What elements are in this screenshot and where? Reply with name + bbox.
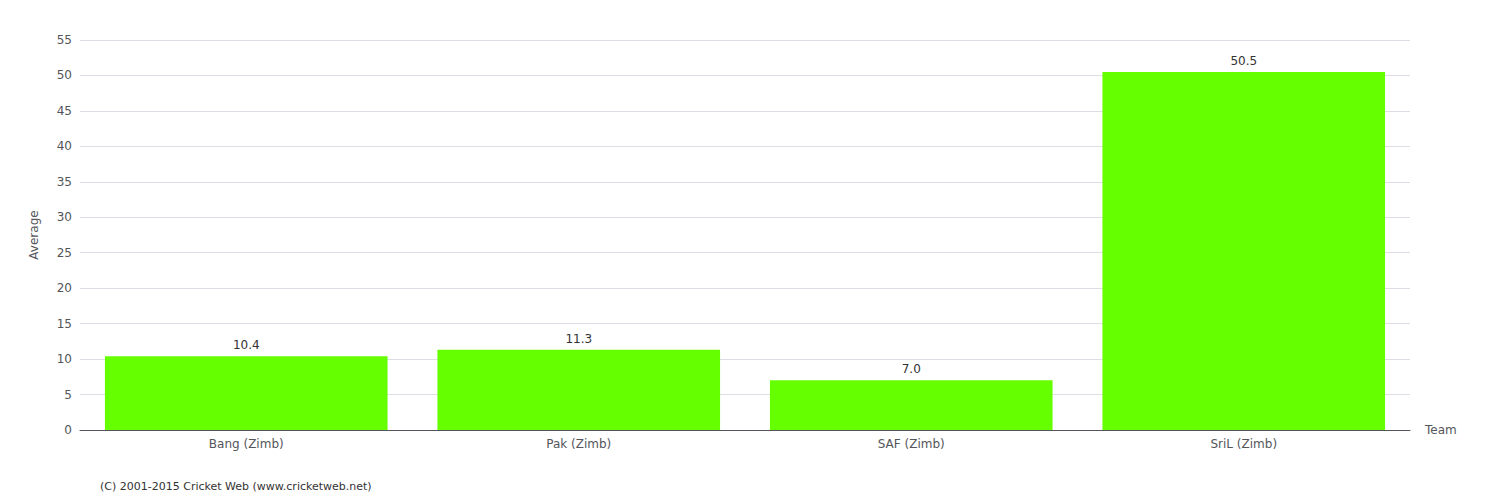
svg-text:0: 0 xyxy=(64,423,72,437)
svg-text:Team: Team xyxy=(1424,423,1457,437)
svg-text:Average: Average xyxy=(27,210,41,259)
svg-text:Pak (Zimb): Pak (Zimb) xyxy=(546,437,611,451)
svg-text:10.4: 10.4 xyxy=(233,338,260,352)
svg-text:SriL (Zimb): SriL (Zimb) xyxy=(1210,437,1277,451)
svg-text:25: 25 xyxy=(57,246,72,260)
svg-text:30: 30 xyxy=(57,210,72,224)
svg-text:10: 10 xyxy=(57,352,72,366)
svg-text:50: 50 xyxy=(57,68,72,82)
svg-text:45: 45 xyxy=(57,104,72,118)
svg-text:40: 40 xyxy=(57,139,72,153)
svg-text:5: 5 xyxy=(64,388,72,402)
svg-text:7.0: 7.0 xyxy=(902,362,921,376)
svg-text:SAF (Zimb): SAF (Zimb) xyxy=(878,437,945,451)
svg-text:55: 55 xyxy=(57,33,72,47)
svg-text:50.5: 50.5 xyxy=(1230,54,1257,68)
svg-text:11.3: 11.3 xyxy=(565,332,592,346)
svg-text:(C) 2001-2015 Cricket Web (www: (C) 2001-2015 Cricket Web (www.cricketwe… xyxy=(100,480,372,493)
svg-text:Bang (Zimb): Bang (Zimb) xyxy=(209,437,284,451)
svg-text:15: 15 xyxy=(57,317,72,331)
svg-text:35: 35 xyxy=(57,175,72,189)
svg-text:20: 20 xyxy=(57,281,72,295)
